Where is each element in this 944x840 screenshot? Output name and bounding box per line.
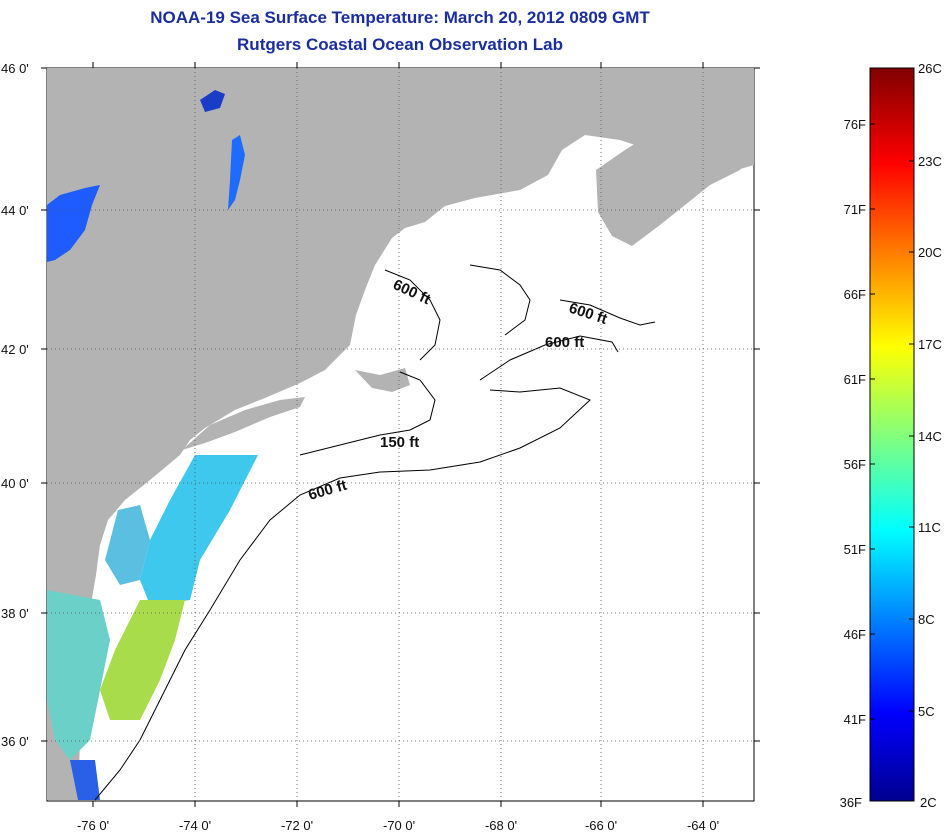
map-title: NOAA-19 Sea Surface Temperature: March 2… <box>150 8 650 27</box>
colorbar-f-label: 36F <box>840 795 862 810</box>
lake-champlain <box>228 135 245 210</box>
colorbar-c-label: 2C <box>920 795 937 810</box>
colorbar-c-label: 11C <box>918 520 941 535</box>
lon-label: -66 0' <box>585 818 617 833</box>
land-nova-scotia <box>596 108 754 246</box>
lat-label: 46 0' <box>1 61 29 76</box>
colorbar-f-label: 56F <box>844 457 866 472</box>
colorbar-f-label: 61F <box>844 372 866 387</box>
colorbar-c-label: 20C <box>918 245 942 260</box>
colorbar-f-label: 71F <box>844 202 866 217</box>
colorbar-c-label: 26C <box>918 61 942 76</box>
lon-label: -72 0' <box>281 818 313 833</box>
lat-label: 38 0' <box>1 606 29 621</box>
colorbar-f-label: 76F <box>844 117 866 132</box>
colorbar-f-label: 41F <box>844 712 866 727</box>
colorbar-c-label: 8C <box>918 612 935 627</box>
map-subtitle: Rutgers Coastal Ocean Observation Lab <box>237 35 563 54</box>
lat-label: 42 0' <box>1 342 29 357</box>
lon-label: -64 0' <box>687 818 719 833</box>
land-cape-cod <box>355 368 410 392</box>
colorbar-f-label: 46F <box>844 627 866 642</box>
frame-ticks <box>41 62 760 807</box>
colorbar-c-label: 5C <box>918 704 935 719</box>
colorbar-c-label: 23C <box>918 154 942 169</box>
sst-swath-tip <box>70 760 100 800</box>
lon-label: -76 0' <box>77 818 109 833</box>
colorbar-f-label: 51F <box>844 542 866 557</box>
lon-label: -70 0' <box>383 818 415 833</box>
colorbar-f-label: 66F <box>844 287 866 302</box>
depth-contours <box>94 264 656 801</box>
lat-label: 40 0' <box>1 476 29 491</box>
sst-swath-south-edge <box>47 590 110 760</box>
sst-swath-south <box>100 600 185 720</box>
land-mainland <box>47 68 754 800</box>
depth-label: 600 ft <box>545 334 584 351</box>
land-long-island <box>182 397 305 450</box>
colorbar-c-label: 17C <box>918 337 942 352</box>
lake-reservoir <box>200 90 225 112</box>
lon-label: -74 0' <box>179 818 211 833</box>
colorbar-c-label: 14C <box>918 429 942 444</box>
depth-label: 150 ft <box>380 434 419 451</box>
lon-label: -68 0' <box>485 818 517 833</box>
lat-label: 36 0' <box>1 734 29 749</box>
sst-swath-bay <box>105 505 150 585</box>
lake-ontario <box>47 185 100 262</box>
lat-label: 44 0' <box>1 203 29 218</box>
colorbar-ticks <box>870 123 914 720</box>
colorbar <box>869 67 915 802</box>
sst-swath-north <box>140 455 258 605</box>
